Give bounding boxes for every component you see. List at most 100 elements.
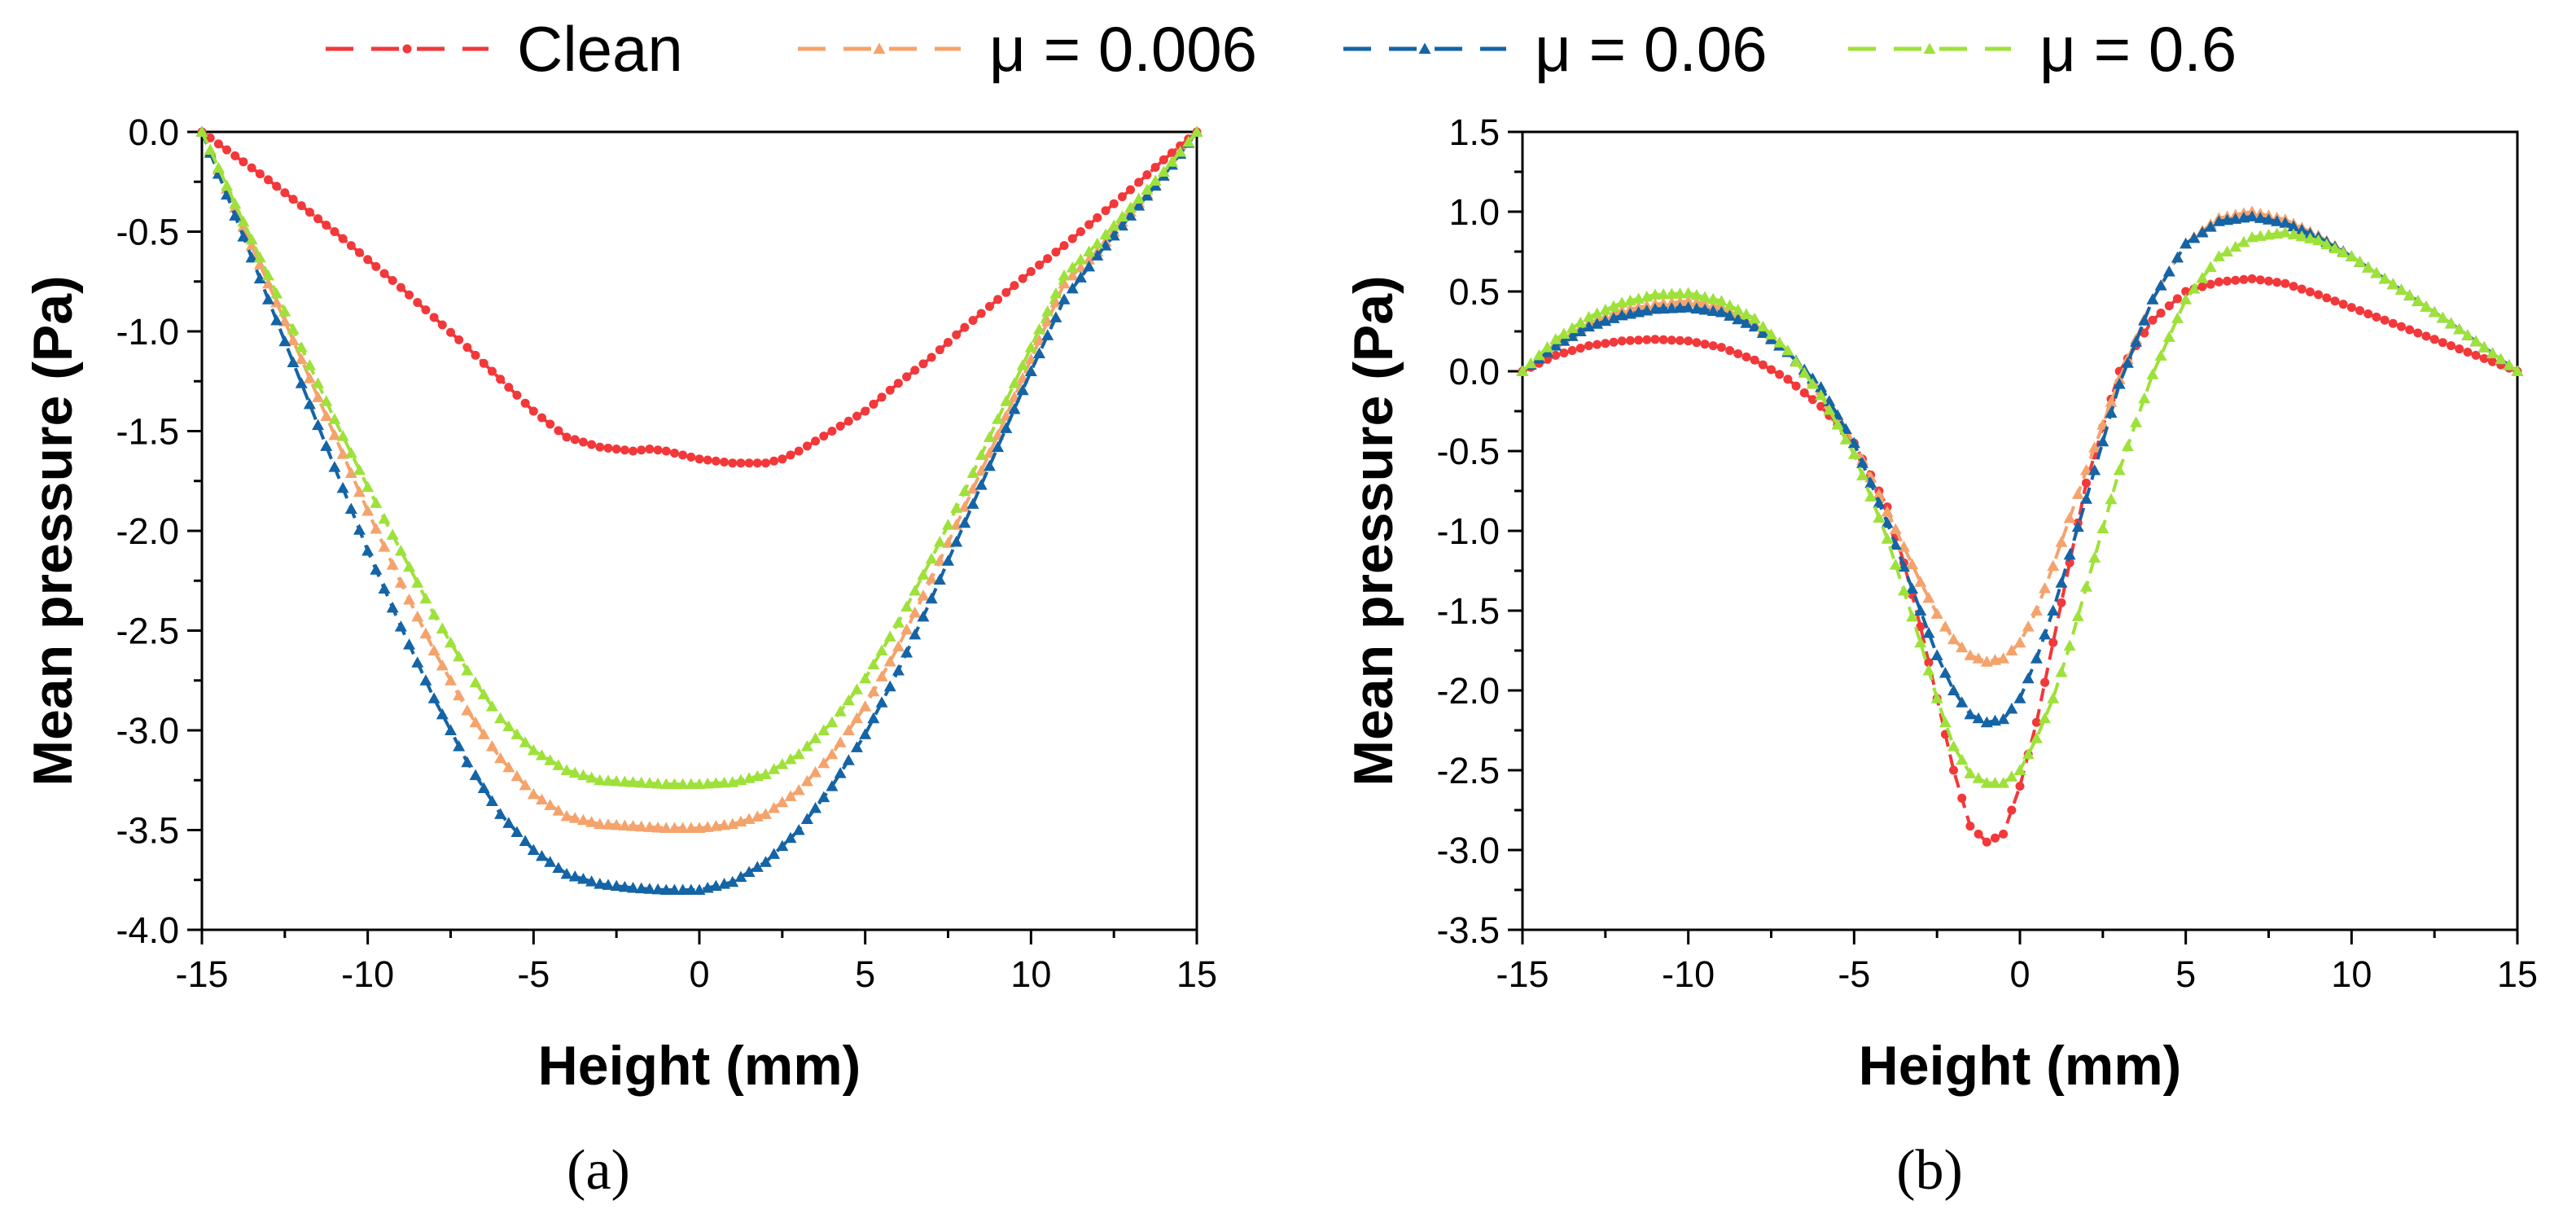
panel-b-series-mu06-point [1756, 320, 1769, 332]
panel-b-series-clean-point [2197, 282, 2207, 291]
panel-a-series-clean-point [554, 426, 563, 436]
panel-a-series-clean-point [1001, 287, 1011, 297]
panel-b-series-mu06-point [2436, 311, 2449, 323]
panel-b-series-mu06-point [2204, 261, 2217, 273]
panel-b-series-mu0006-point [2030, 604, 2043, 616]
panel-b-series-mu0006-point [2071, 488, 2084, 499]
panel-a-series-mu006-point [502, 817, 515, 828]
panel-a-series-mu06-point [643, 777, 656, 788]
panel-b-series-mu06-point [2386, 278, 2399, 290]
panel-a-series-mu0006-point [261, 277, 274, 289]
panel-b-series-mu006-point [2180, 237, 2193, 249]
panel-b-y-tick-label: 1.0 [1448, 191, 1500, 233]
panel-b-series-mu06-point [2047, 692, 2060, 703]
panel-a-series-clean-point [288, 195, 298, 204]
panel-b-series-mu06-point [1740, 308, 1753, 319]
panel-a-series-mu006-point [842, 754, 855, 765]
panel-b-series-mu006-point [1740, 317, 1753, 328]
panel-b-series-mu006-point [1607, 312, 1620, 323]
panel-a-series-clean-point [296, 201, 306, 211]
panel-a-series-clean-point [363, 255, 373, 265]
panel-a-series-mu06-point [204, 143, 217, 156]
panel-b-series-mu06-point [1980, 777, 1993, 788]
panel-a-series-mu006-point [817, 791, 830, 803]
panel-a-series-mu0006-point [709, 820, 722, 831]
panel-a-series-mu06-point [1091, 237, 1104, 249]
panel-b-series-mu06-point [2229, 240, 2242, 252]
panel-b-x-tick-label: 15 [2497, 953, 2538, 995]
panel-a-series-mu06-point [411, 576, 424, 588]
panel-a-series-mu06-point [370, 497, 383, 508]
panel-b-series-mu006-point [2113, 378, 2126, 389]
panel-a-series-mu06-point [875, 644, 888, 655]
panel-b-series-mu0006-point [1956, 641, 1969, 653]
panel-a-series-mu006-point [295, 377, 308, 388]
panel-b-y-tick-label: -1.5 [1436, 590, 1500, 632]
panel-a-series-mu006-point [1074, 271, 1087, 283]
panel-a-series-mu06-point [651, 778, 664, 789]
panel-b-x-tick-label: -5 [1838, 953, 1870, 995]
panel-a-series-mu006-point [419, 674, 432, 686]
panel-a-series-clean-point [1093, 213, 1102, 222]
panel-b-x-axis-title: Height (mm) [1859, 1035, 2182, 1097]
panel-b-series-mu06-point [2403, 289, 2416, 300]
panel-b-series-mu06-point [1798, 366, 1811, 378]
panel-a-series-clean-point [247, 163, 256, 173]
panel-b-series-mu006-point [1939, 666, 1952, 678]
panel-a-series-clean-point [520, 398, 530, 408]
legend-label-mu006: μ = 0.06 [1535, 13, 1768, 85]
panel-b-series-clean-point [1807, 395, 1817, 405]
panel-a-series-mu06-point [883, 630, 896, 642]
panel-b-series-clean-point [2396, 322, 2406, 331]
panel-b-series-mu06-point [2096, 522, 2109, 534]
legend-entry-mu006: μ = 0.06 [1343, 13, 1768, 85]
panel-b-series-mu0006-point [1889, 523, 1902, 535]
panel-a-series-clean-point [661, 446, 671, 456]
panel-a-series-clean-point [1010, 281, 1019, 291]
panel-b-series-mu006-point [1972, 712, 1985, 724]
panel-b-series-mu06-point [2088, 551, 2101, 563]
panel-a-series-mu006-point [726, 875, 739, 887]
panel-b-series-mu06-point [1516, 365, 1529, 376]
panel-b-series-mu006-point [2204, 221, 2217, 232]
panel-a-series-mu0006-point [361, 505, 375, 516]
panel-b-series-mu06-point [2503, 359, 2516, 370]
panel-b-series-clean-point [1783, 375, 1793, 384]
panel-a-y-tick-label: 0.0 [128, 112, 179, 153]
panel-a-series-clean-point [545, 419, 555, 429]
panel-a-series-mu0006-point [1066, 269, 1079, 281]
panel-a-series-mu006-point [992, 440, 1005, 453]
panel-b-series-clean-point [1617, 336, 1627, 346]
panel-a-x-tick-label: -10 [341, 953, 394, 995]
panel-b-series-mu06-point [2495, 353, 2508, 365]
panel-a-series-mu006-point [635, 882, 648, 894]
legend-entry-clean: Clean [326, 13, 683, 85]
panel-a-series-mu0006-point [1074, 261, 1087, 273]
panel-a-series-mu006-point [759, 856, 772, 867]
panel-a-series-clean-point [1126, 185, 1136, 195]
panel-a-series-mu006-point [552, 861, 565, 874]
panel-a-series-clean-point [222, 145, 232, 155]
panel-b-series-clean-point [2239, 274, 2249, 284]
panel-a-series-mu06-point [1074, 253, 1087, 265]
panel-b-series-mu006-point [1997, 712, 2010, 725]
panel-a-series-mu06-point [602, 774, 615, 786]
panel-a-series-mu006-point [933, 573, 946, 585]
panel-b-series-clean-point [2206, 279, 2215, 289]
panel-a-series-clean-point [811, 436, 821, 446]
panel-a-series-mu06-point [494, 712, 507, 724]
panel-a-series-mu06-point [212, 161, 225, 173]
panel-a-series-mu06-point [826, 716, 839, 728]
panel-a-series-mu0006-point [403, 594, 416, 605]
panel-a-series-clean-point [620, 445, 629, 455]
panel-a-series-clean-point [471, 350, 480, 360]
panel-b-series-clean-point [2289, 282, 2298, 291]
panel-a-series-mu0006-point [344, 467, 357, 478]
panel-a-series-clean-point [794, 446, 804, 456]
panel-a-series-clean-point [322, 221, 331, 230]
panel-a-series-clean-point [703, 455, 712, 465]
panel-a-series-mu06-point [344, 446, 357, 458]
panel-b-series-mu06-point [1599, 304, 1612, 315]
panel-b-series-clean [1518, 274, 2522, 847]
panel-b-series-clean-point [2297, 284, 2307, 294]
